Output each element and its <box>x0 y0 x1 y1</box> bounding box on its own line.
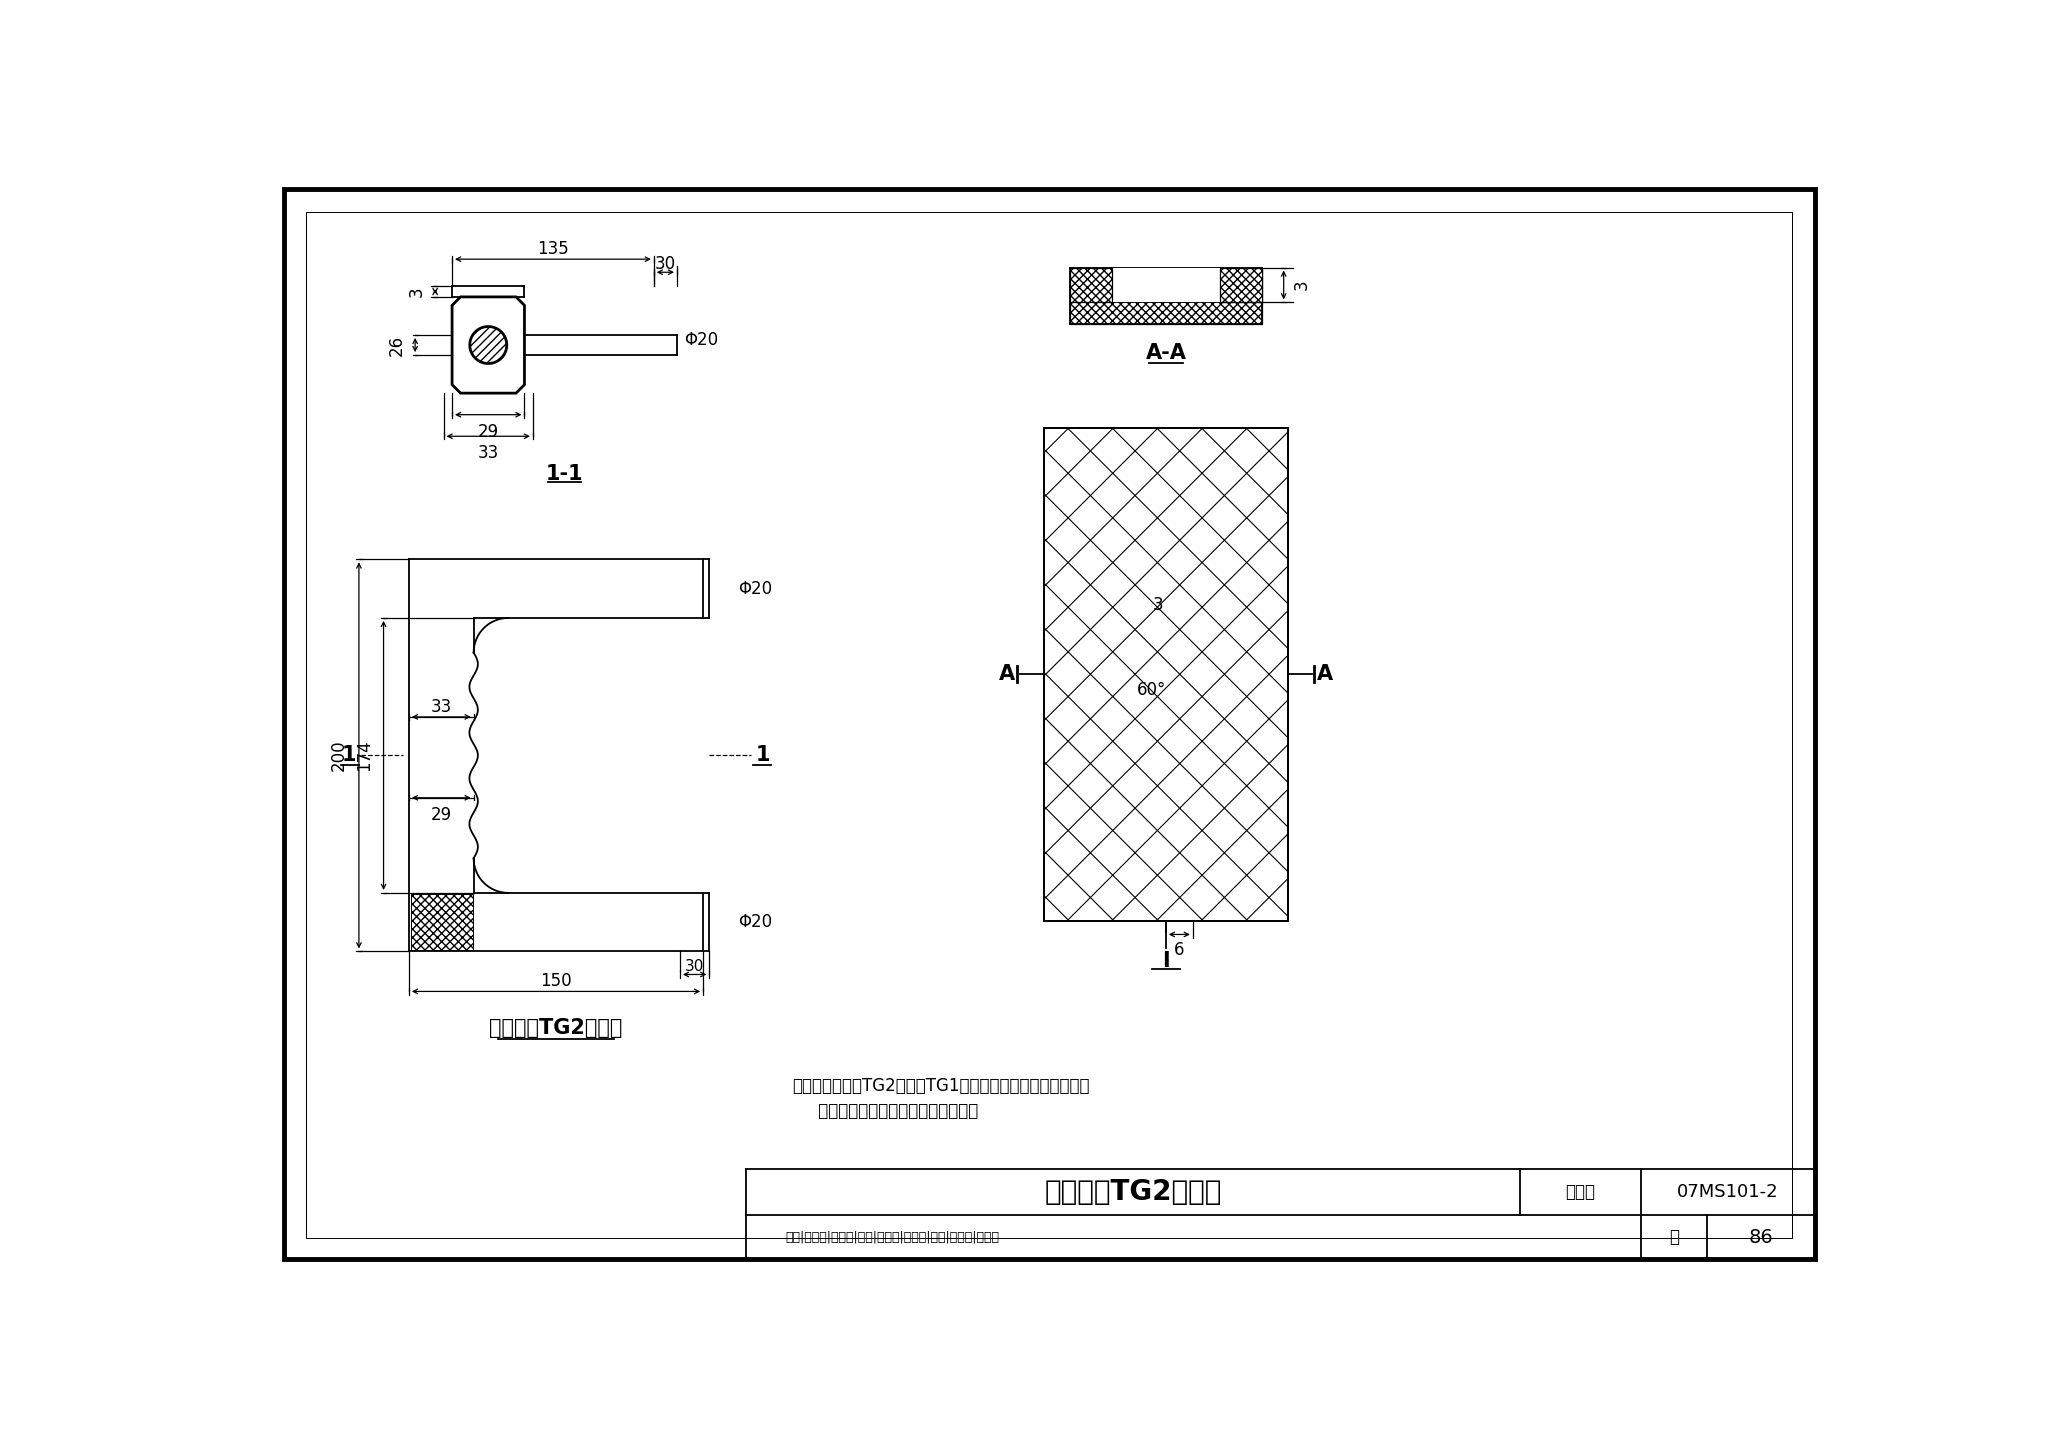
Text: 60°: 60° <box>1137 680 1167 699</box>
Text: 说明：塑钢踏步TG2是依据TG1接人孔井圈要求修改而成，仅: 说明：塑钢踏步TG2是依据TG1接人孔井圈要求修改而成，仅 <box>793 1076 1090 1095</box>
Text: 审核|郭英雄|张宋硕|校对|曾令亢|电令亢|设计|王龙生|王龙生: 审核|郭英雄|张宋硕|校对|曾令亢|电令亢|设计|王龙生|王龙生 <box>786 1231 999 1244</box>
Text: 33: 33 <box>477 444 500 463</box>
Text: 用于钢筋混凝土预制井圈内的踏步。: 用于钢筋混凝土预制井圈内的踏步。 <box>793 1102 979 1120</box>
Text: Φ20: Φ20 <box>737 579 772 598</box>
Text: 6: 6 <box>1174 941 1184 958</box>
Text: Φ20: Φ20 <box>684 331 719 349</box>
Bar <box>1044 428 1288 921</box>
Text: 1-1: 1-1 <box>545 464 584 484</box>
Text: 135: 135 <box>537 241 569 258</box>
Text: 200: 200 <box>330 739 348 771</box>
Text: 29: 29 <box>477 422 500 441</box>
Text: 1: 1 <box>342 745 356 765</box>
Text: 3: 3 <box>1153 597 1163 614</box>
Text: 1: 1 <box>756 745 770 765</box>
Text: A: A <box>1317 664 1333 684</box>
Text: Φ20: Φ20 <box>737 914 772 931</box>
Bar <box>1112 268 1221 303</box>
Text: 30: 30 <box>684 958 705 974</box>
Bar <box>1069 268 1112 303</box>
Text: 3: 3 <box>408 287 426 297</box>
Bar <box>1069 268 1262 324</box>
Text: 29: 29 <box>430 806 453 824</box>
Bar <box>410 895 473 950</box>
Text: 26: 26 <box>387 334 406 356</box>
Text: I: I <box>1161 951 1169 971</box>
Text: 图集号: 图集号 <box>1565 1183 1595 1200</box>
Text: A: A <box>999 664 1016 684</box>
Polygon shape <box>453 297 524 393</box>
Text: 07MS101-2: 07MS101-2 <box>1677 1183 1780 1200</box>
Text: 33: 33 <box>430 697 453 716</box>
Bar <box>1221 268 1262 303</box>
Text: A-A: A-A <box>1145 343 1186 363</box>
Text: 页: 页 <box>1669 1228 1679 1246</box>
Text: 塑钢踏步TG2平面图: 塑钢踏步TG2平面图 <box>489 1019 623 1039</box>
Text: 86: 86 <box>1749 1228 1774 1246</box>
Bar <box>1044 428 1286 919</box>
Bar <box>1044 428 1288 921</box>
Polygon shape <box>469 327 506 363</box>
Text: 塑钢踏步TG2大样图: 塑钢踏步TG2大样图 <box>1044 1177 1223 1206</box>
Text: 30: 30 <box>655 255 676 272</box>
Text: 150: 150 <box>541 973 571 990</box>
Text: 3: 3 <box>1292 280 1311 290</box>
Text: 174: 174 <box>356 739 373 771</box>
